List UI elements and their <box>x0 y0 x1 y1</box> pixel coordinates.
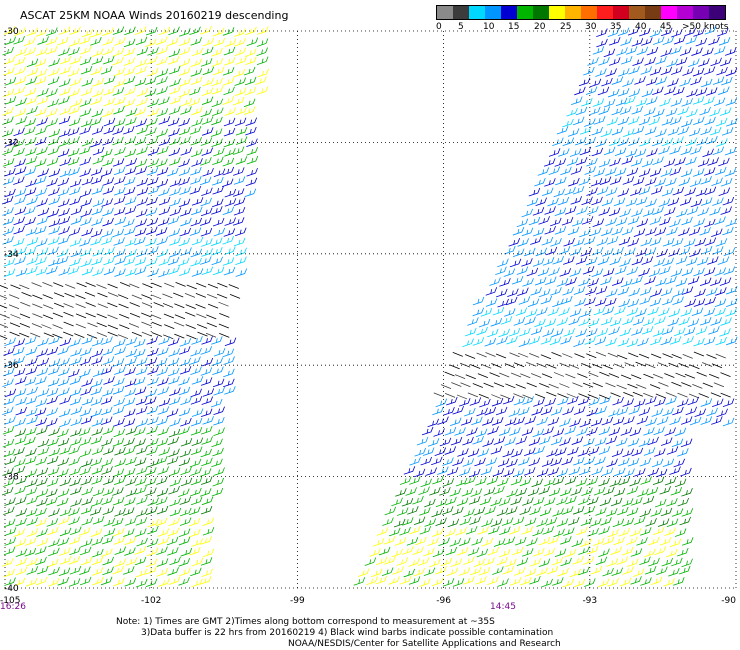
legend-swatch <box>645 6 661 19</box>
legend-swatch <box>629 6 645 19</box>
legend-swatch <box>485 6 501 19</box>
note-line-2: 3)Data buffer is 22 hrs from 20160219 4)… <box>141 628 554 638</box>
wind-swaths <box>0 25 738 588</box>
legend-label: 35 <box>610 22 622 32</box>
longitude-label: -102 <box>141 596 161 606</box>
lat-lon-grid <box>4 30 737 589</box>
longitude-label: -96 <box>436 596 451 606</box>
note-line-1: Note: 1) Times are GMT 2)Times along bot… <box>116 617 495 627</box>
latitude-label: -32 <box>4 138 19 148</box>
legend-swatch <box>517 6 533 19</box>
legend-label: 0 <box>436 22 442 32</box>
legend-swatch <box>581 6 597 19</box>
legend-swatch <box>501 6 517 19</box>
longitude-label: -99 <box>290 596 305 606</box>
legend-swatch <box>453 6 469 19</box>
note-line-3: NOAA/NESDIS/Center for Satellite Applica… <box>288 639 561 649</box>
legend-swatch <box>549 6 565 19</box>
wind-speed-legend: 0 5 10 15 20 25 30 35 40 45 >50 knots <box>436 5 740 34</box>
pass-time-label: 16:26 <box>0 602 26 612</box>
longitude-label: -105 <box>0 596 20 606</box>
latitude-tick-labels: -30 -32 -34 -36 -38 -40 <box>4 27 19 594</box>
legend-label: >50 knots <box>682 22 729 32</box>
legend-swatch <box>533 6 549 19</box>
longitude-label: -93 <box>582 596 597 606</box>
latitude-label: -40 <box>4 584 19 594</box>
legend-swatch <box>661 6 677 19</box>
legend-color-bar <box>436 5 726 20</box>
legend-label: 30 <box>585 22 597 32</box>
pass-time-label: 14:45 <box>490 602 516 612</box>
latitude-label: -30 <box>4 27 19 37</box>
legend-label: 45 <box>660 22 672 32</box>
legend-label: 25 <box>560 22 572 32</box>
legend-swatch <box>693 6 709 19</box>
legend-label: 15 <box>508 22 520 32</box>
legend-label: 20 <box>534 22 546 32</box>
legend-label: 10 <box>483 22 495 32</box>
legend-swatch <box>565 6 581 19</box>
map-title: ASCAT 25KM NOAA Winds 20160219 descendin… <box>20 9 289 22</box>
legend-swatch <box>677 6 693 19</box>
legend-labels: 0 5 10 15 20 25 30 35 40 45 >50 knots <box>436 22 740 34</box>
longitude-label: -90 <box>721 596 736 606</box>
legend-label: 5 <box>458 22 464 32</box>
legend-swatch <box>597 6 613 19</box>
longitude-tick-labels: -105 -102 -99 -96 -93 -90 <box>0 596 736 606</box>
legend-swatch <box>709 6 725 19</box>
latitude-label: -34 <box>4 250 19 260</box>
latitude-label: -38 <box>4 473 19 483</box>
legend-swatch <box>437 6 453 19</box>
legend-swatch <box>469 6 485 19</box>
legend-swatch <box>613 6 629 19</box>
pass-time-labels: 16:26 14:45 <box>0 602 516 612</box>
legend-label: 40 <box>635 22 647 32</box>
latitude-label: -36 <box>4 361 19 371</box>
